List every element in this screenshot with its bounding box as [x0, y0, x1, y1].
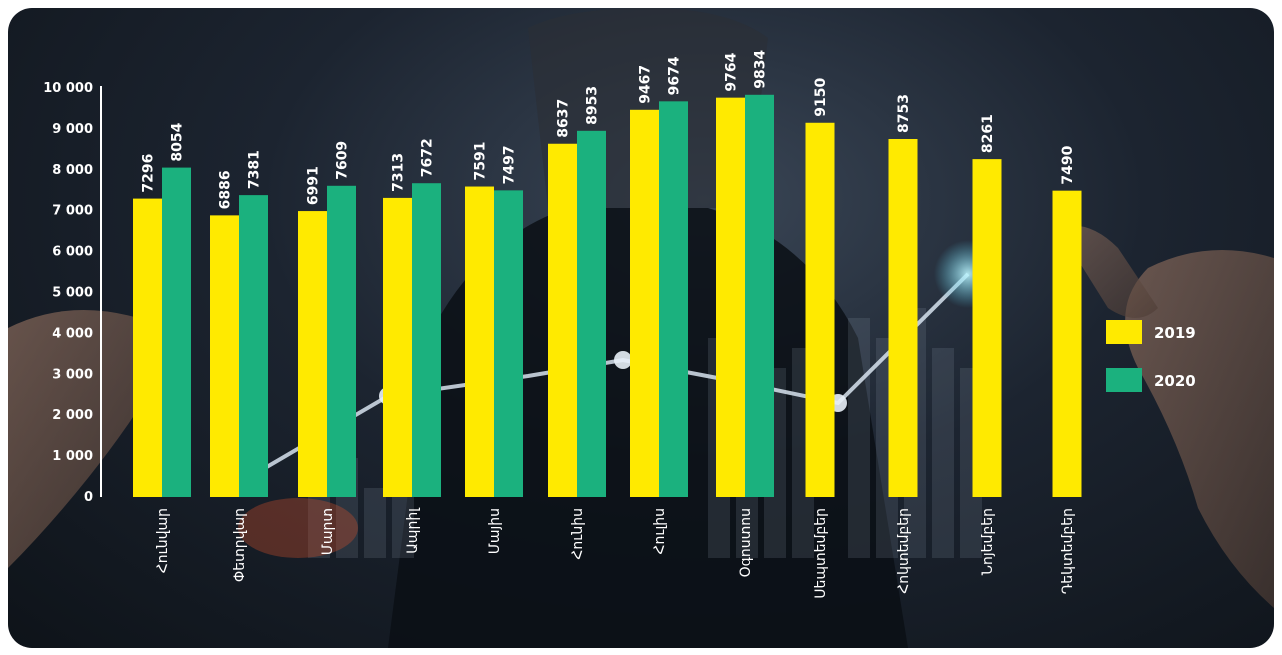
bar — [745, 94, 774, 497]
x-tick-label: Ապրիլ — [405, 507, 421, 554]
y-tick-label: 10 000 — [43, 81, 93, 96]
bar — [383, 197, 412, 497]
x-tick-label: Նոյեմբեր — [980, 508, 996, 575]
data-label: 7609 — [335, 141, 351, 180]
bar — [972, 159, 1002, 497]
bar — [630, 109, 659, 498]
data-label: 9674 — [667, 56, 683, 95]
y-tick-label: 3 000 — [52, 367, 93, 382]
legend-swatch — [1106, 368, 1142, 392]
x-tick-label: Հուլիս — [652, 508, 668, 555]
bar — [716, 97, 745, 497]
data-label: 6991 — [306, 166, 322, 205]
data-label: 7490 — [1060, 145, 1076, 184]
data-label: 7591 — [473, 142, 489, 181]
bar — [210, 215, 239, 497]
bar — [805, 122, 835, 497]
x-tick-label: Հունվար — [155, 508, 171, 573]
bar — [239, 195, 268, 497]
data-label: 9150 — [813, 78, 829, 117]
bar — [327, 185, 356, 497]
bar — [577, 130, 606, 497]
data-label: 7497 — [502, 145, 518, 184]
bar — [298, 211, 327, 497]
data-label: 9467 — [638, 65, 654, 104]
bar — [888, 139, 918, 497]
data-label: 8953 — [585, 86, 601, 125]
data-label: 9834 — [753, 50, 769, 89]
data-label: 8753 — [896, 94, 912, 133]
bar — [465, 186, 494, 497]
y-tick-label: 9 000 — [52, 122, 93, 137]
x-tick-label: Սեպտեմբեր — [813, 508, 829, 599]
x-tick-label: Հոկտեմբեր — [896, 508, 912, 594]
y-tick-label: 0 — [84, 490, 93, 505]
monthly-bar-chart: 0 1 000 2 000 3 000 4 000 5 000 6 000 7 000 8 00… — [43, 50, 1196, 599]
bar — [133, 198, 162, 497]
bar — [412, 183, 441, 497]
data-label: 8054 — [170, 122, 186, 161]
y-tick-label: 1 000 — [52, 449, 93, 464]
y-tick-label: 7 000 — [52, 204, 93, 219]
legend-label: 2020 — [1154, 372, 1196, 390]
data-label: 7296 — [141, 154, 157, 193]
x-tick-label: Մարտ — [320, 508, 336, 555]
data-label: 8261 — [980, 114, 996, 153]
x-tick-label: Փետրվար — [232, 508, 248, 582]
bar — [1052, 190, 1082, 497]
x-tick-label: Օգոստոս — [738, 508, 754, 577]
y-tick-label: 5 000 — [52, 286, 93, 301]
bar — [162, 167, 191, 497]
data-label: 6886 — [218, 170, 234, 209]
data-label: 8637 — [556, 99, 572, 138]
x-tick-label: Մայիս — [487, 508, 503, 554]
data-label: 7313 — [391, 153, 407, 192]
bar — [494, 190, 523, 498]
y-tick-label: 4 000 — [52, 326, 93, 341]
data-label: 7672 — [420, 138, 436, 177]
y-tick-label: 8 000 — [52, 163, 93, 178]
bar — [659, 101, 688, 497]
y-tick-label: 6 000 — [52, 245, 93, 260]
chart-frame: 0 1 000 2 000 3 000 4 000 5 000 6 000 7 000 8 00… — [8, 8, 1274, 648]
legend-label: 2019 — [1154, 324, 1196, 342]
legend-swatch — [1106, 320, 1142, 344]
y-tick-label: 2 000 — [52, 408, 93, 423]
bar — [548, 143, 577, 497]
data-label: 7381 — [247, 150, 263, 189]
data-label: 9764 — [724, 52, 740, 91]
x-tick-label: Հունիս — [570, 508, 586, 560]
x-tick-label: Դեկտեմբեր — [1060, 508, 1076, 594]
